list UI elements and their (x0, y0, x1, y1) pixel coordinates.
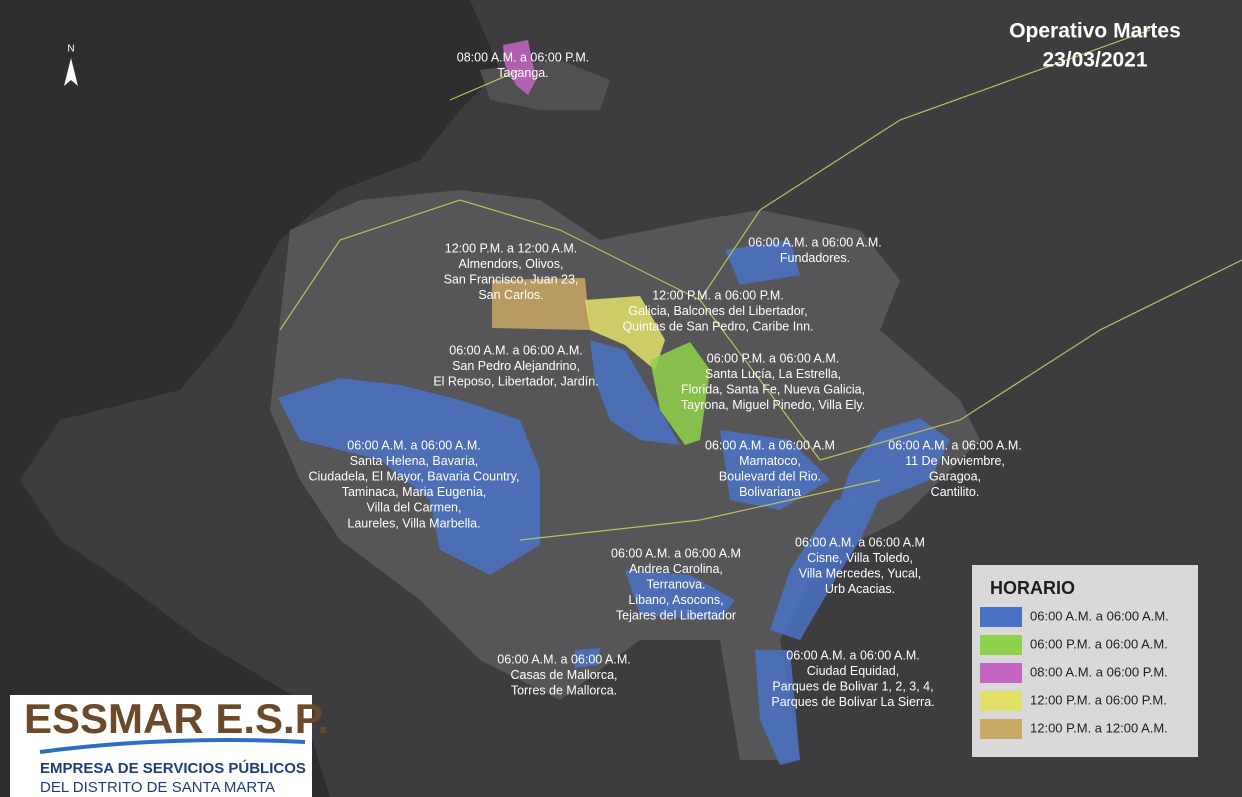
zone-text: Mamatoco, (739, 454, 801, 468)
date: 23/03/2021 (1042, 49, 1147, 72)
zone-label: 06:00 A.M. a 06:00 A.M.Ciudad Equidad,Pa… (771, 648, 934, 709)
legend-swatch (980, 719, 1022, 739)
zone-text: Andrea Carolina, (629, 562, 723, 576)
north-label: N (67, 44, 74, 55)
zone-label: 06:00 A.M. a 06:00 A.M. 11 De Noviembre,G… (888, 438, 1021, 499)
legend-title: HORARIO (990, 578, 1075, 598)
zone (625, 570, 735, 620)
zone-text: 06:00 P.M. a 06:00 A.M. (707, 351, 840, 365)
zone-text: 06:00 A.M. a 06:00 A.M (611, 546, 741, 560)
zone-text: Terranova. (646, 577, 705, 591)
zone-text: Boulevard del Rio. (719, 469, 821, 483)
zone-text: Parques de Bolivar 1, 2, 3, 4, (772, 679, 933, 693)
zone-text: Quintas de San Pedro, Caribe Inn. (622, 319, 813, 333)
legend-label: 06:00 A.M. a 06:00 A.M. (1030, 608, 1169, 623)
zone-text: San Carlos. (478, 288, 543, 302)
zone-text: 08:00 A.M. a 06:00 P.M. (457, 50, 590, 64)
zone-text: San Francisco, Juan 23, (444, 272, 579, 286)
zone (725, 240, 800, 285)
zone-text: Tayrona, Miguel Pinedo, Villa Ely. (681, 398, 865, 412)
zone-label: 12:00 P.M. a 12:00 A.M. Almendors, Olivos… (444, 241, 579, 302)
zone-text: 06:00 A.M. a 06:00 A.M. (449, 343, 582, 357)
logo-box (10, 695, 312, 797)
zone-text: Fundadores. (780, 251, 850, 265)
legend-swatch (980, 607, 1022, 627)
zone (755, 650, 800, 765)
zone-text: Villa del Carmen, (367, 501, 462, 515)
zone (650, 342, 710, 445)
zone (590, 340, 680, 445)
legend-label: 08:00 A.M. a 06:00 P.M. (1030, 664, 1168, 679)
zone-text: Santa Lucía, La Estrella, (705, 367, 841, 381)
zone (503, 40, 536, 95)
zone-text: Casas de Mallorca, (511, 668, 618, 682)
zone (770, 498, 880, 640)
zone-label: 06:00 A.M. a 06:00 A.M Mamatoco,Boulevard… (705, 438, 835, 499)
zone-text: 11 De Noviembre, (905, 454, 1005, 468)
zone-text: Tejares del Libertador (616, 609, 736, 623)
zone-text: 12:00 P.M. a 06:00 P.M. (652, 288, 784, 302)
zone-text: Almendors, Olivos, (459, 257, 564, 271)
zone-label: 12:00 P.M. a 06:00 P.M. Galicia, Balcones… (622, 288, 813, 333)
road (279, 29, 1242, 541)
legend-label: 12:00 P.M. a 06:00 P.M. (1030, 692, 1167, 707)
zone (278, 378, 540, 575)
zone-label: 06:00 P.M. a 06:00 A.M. Santa Lucía, La E… (681, 351, 865, 412)
zone-text: 12:00 P.M. a 12:00 A.M. (445, 241, 578, 255)
zone-text: Villa Mercedes, Yucal, (799, 566, 922, 580)
zone-text: 06:00 A.M. a 06:00 A.M (795, 535, 925, 549)
north-arrow (64, 58, 78, 86)
logo-line2: DEL DISTRITO DE SANTA MARTA (40, 779, 275, 796)
zone-text: Taganga. (497, 66, 548, 80)
zone (492, 278, 590, 330)
zone-text: San Pedro Alejandrino, (452, 359, 580, 373)
logo-line1: EMPRESA DE SERVICIOS PÚBLICOS (40, 759, 306, 777)
zone-text: Garagoa, (929, 469, 981, 483)
zone-text: Torres de Mallorca. (511, 683, 617, 697)
zone-label: 06:00 A.M. a 06:00 A.M. San Pedro Alejand… (433, 343, 598, 388)
zone-text: Santa Helena, Bavaria, (350, 454, 479, 468)
logo-swoosh (39, 737, 306, 754)
zone-label: 06:00 A.M. a 06:00 A.M. Santa Helena, Bav… (309, 438, 520, 530)
zone-text: 06:00 A.M. a 06:00 A.M (705, 438, 835, 452)
zone-text: Bolivariana (739, 485, 801, 499)
zone-text: Florida, Santa Fe, Nueva Galicia, (681, 382, 865, 396)
zone-label: 06:00 A.M. a 06:00 A.M Cisne, Villa Toled… (795, 535, 925, 596)
zone-text: Libano, Asocons, (628, 593, 723, 607)
zone-text: Parques de Bolivar La Sierra. (771, 695, 934, 709)
zone-text: 06:00 A.M. a 06:00 A.M. (748, 235, 881, 249)
zone-text: 06:00 A.M. a 06:00 A.M. (347, 438, 480, 452)
legend-swatch (980, 691, 1022, 711)
title: Operativo Martes (1009, 20, 1181, 43)
legend-swatch (980, 635, 1022, 655)
legend-swatch (980, 663, 1022, 683)
legend-label: 12:00 P.M. a 12:00 A.M. (1030, 720, 1168, 735)
zone-text: Laureles, Villa Marbella. (347, 516, 480, 530)
legend-label: 06:00 P.M. a 06:00 A.M. (1030, 636, 1168, 651)
zone-text: 06:00 A.M. a 06:00 A.M. (497, 652, 630, 666)
zone (575, 648, 600, 668)
zone-text: Cantilito. (931, 485, 980, 499)
zone-text: Taminaca, Maria Eugenia, (342, 485, 487, 499)
zone-label: 06:00 A.M. a 06:00 A.M. Casas de Mallorca… (497, 652, 630, 697)
zone-text: Galicia, Balcones del Libertador, (628, 304, 807, 318)
zone-text: 06:00 A.M. a 06:00 A.M. (786, 648, 919, 662)
zone-text: Cisne, Villa Toledo, (807, 551, 913, 565)
zone-text: Urb Acacias. (825, 582, 895, 596)
zone (840, 418, 950, 500)
zone-text: 06:00 A.M. a 06:00 A.M. (888, 438, 1021, 452)
zone (585, 296, 665, 370)
zone-label: 06:00 A.M. a 06:00 A.M. Fundadores. (748, 235, 881, 265)
logo-name: ESSMAR E.S.P. (24, 695, 329, 742)
zone-text: Ciudad Equidad, (807, 664, 899, 678)
zone-text: Ciudadela, El Mayor, Bavaria Country, (309, 469, 520, 483)
zone-label: 08:00 A.M. a 06:00 P.M. Taganga. (457, 50, 590, 80)
zone (720, 430, 830, 510)
zone-text: El Reposo, Libertador, Jardín. (433, 374, 598, 388)
city (270, 190, 980, 760)
